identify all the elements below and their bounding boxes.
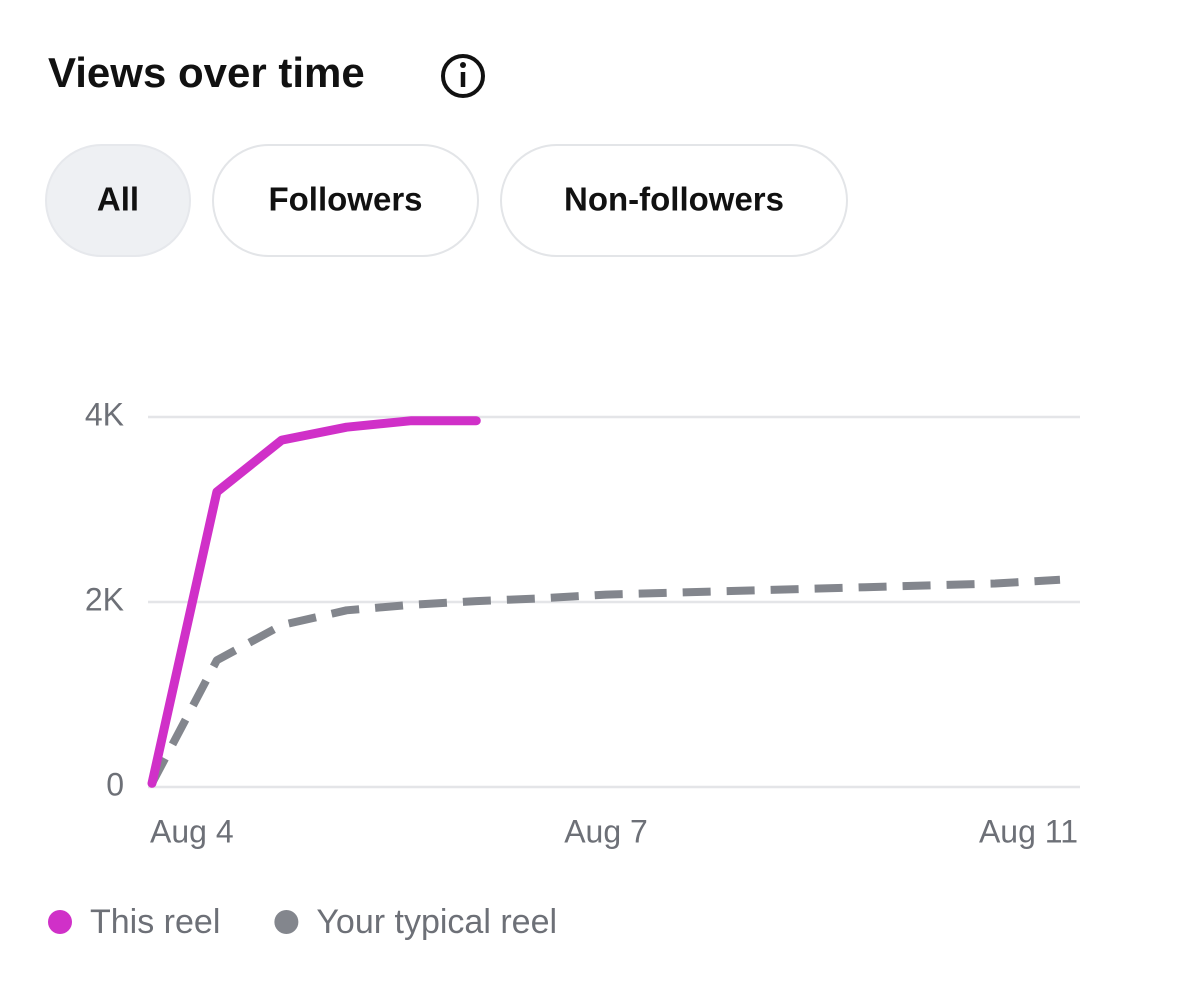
legend-item: Your typical reel: [274, 903, 557, 941]
legend-dot: [48, 910, 72, 934]
x-tick-label: Aug 7: [564, 813, 648, 849]
tab-label: Non-followers: [564, 181, 784, 218]
tab[interactable]: Non-followers: [500, 144, 848, 257]
tab-label: Followers: [268, 181, 422, 218]
info-circle: [441, 54, 485, 98]
legend-label: This reel: [90, 903, 220, 941]
tabs: All Followers Non-followers: [45, 144, 848, 257]
tab-background: [500, 144, 848, 257]
legend-label: Your typical reel: [316, 903, 557, 941]
x-tick-label: Aug 4: [150, 813, 234, 849]
legend-dot: [274, 910, 299, 934]
legend-item: This reel: [48, 903, 220, 941]
tab-label: All: [97, 181, 139, 218]
tab[interactable]: Followers: [212, 144, 479, 257]
tab[interactable]: All: [45, 144, 191, 257]
title: Views over time: [48, 49, 365, 96]
y-tick-label: 4K: [85, 396, 124, 432]
reel-line: [147, 416, 481, 788]
tab-background: [212, 144, 479, 257]
info-dot: [460, 62, 466, 68]
y-tick-label: 0: [106, 766, 124, 802]
info-icon[interactable]: [441, 54, 485, 98]
tab-background: [45, 144, 191, 257]
x-tick-label: Aug 11: [979, 813, 1078, 849]
chart: 0 2K 4K Aug 4 Aug 7 Aug 11 This reel Your typic…: [48, 396, 1080, 941]
typical-line: [148, 575, 1061, 786]
y-tick-label: 2K: [85, 581, 124, 617]
